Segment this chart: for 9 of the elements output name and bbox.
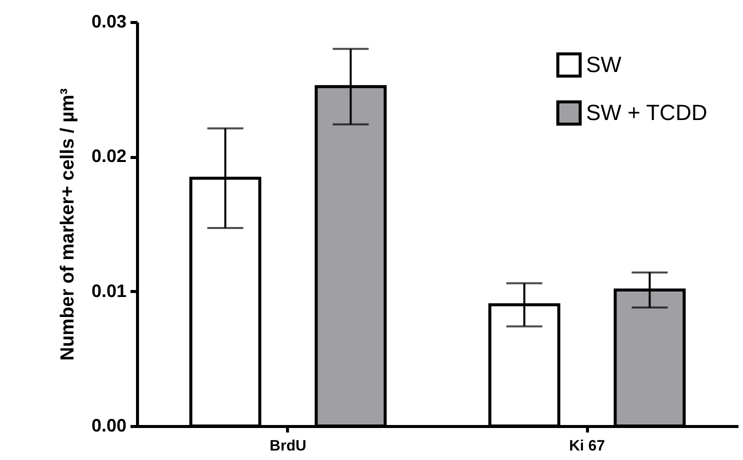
- x-tick-label: Ki 67: [569, 438, 605, 454]
- y-axis-title: Number of marker+ cells / µm³: [57, 88, 78, 361]
- y-tick-label: 0.03: [91, 12, 126, 32]
- legend-label: SW: [586, 52, 622, 77]
- x-tick-label: BrdU: [270, 438, 306, 454]
- legend-label: SW + TCDD: [586, 100, 708, 125]
- y-tick-label: 0.00: [91, 416, 126, 436]
- y-tick-label: 0.02: [91, 146, 126, 166]
- y-tick-label: 0.01: [91, 280, 126, 301]
